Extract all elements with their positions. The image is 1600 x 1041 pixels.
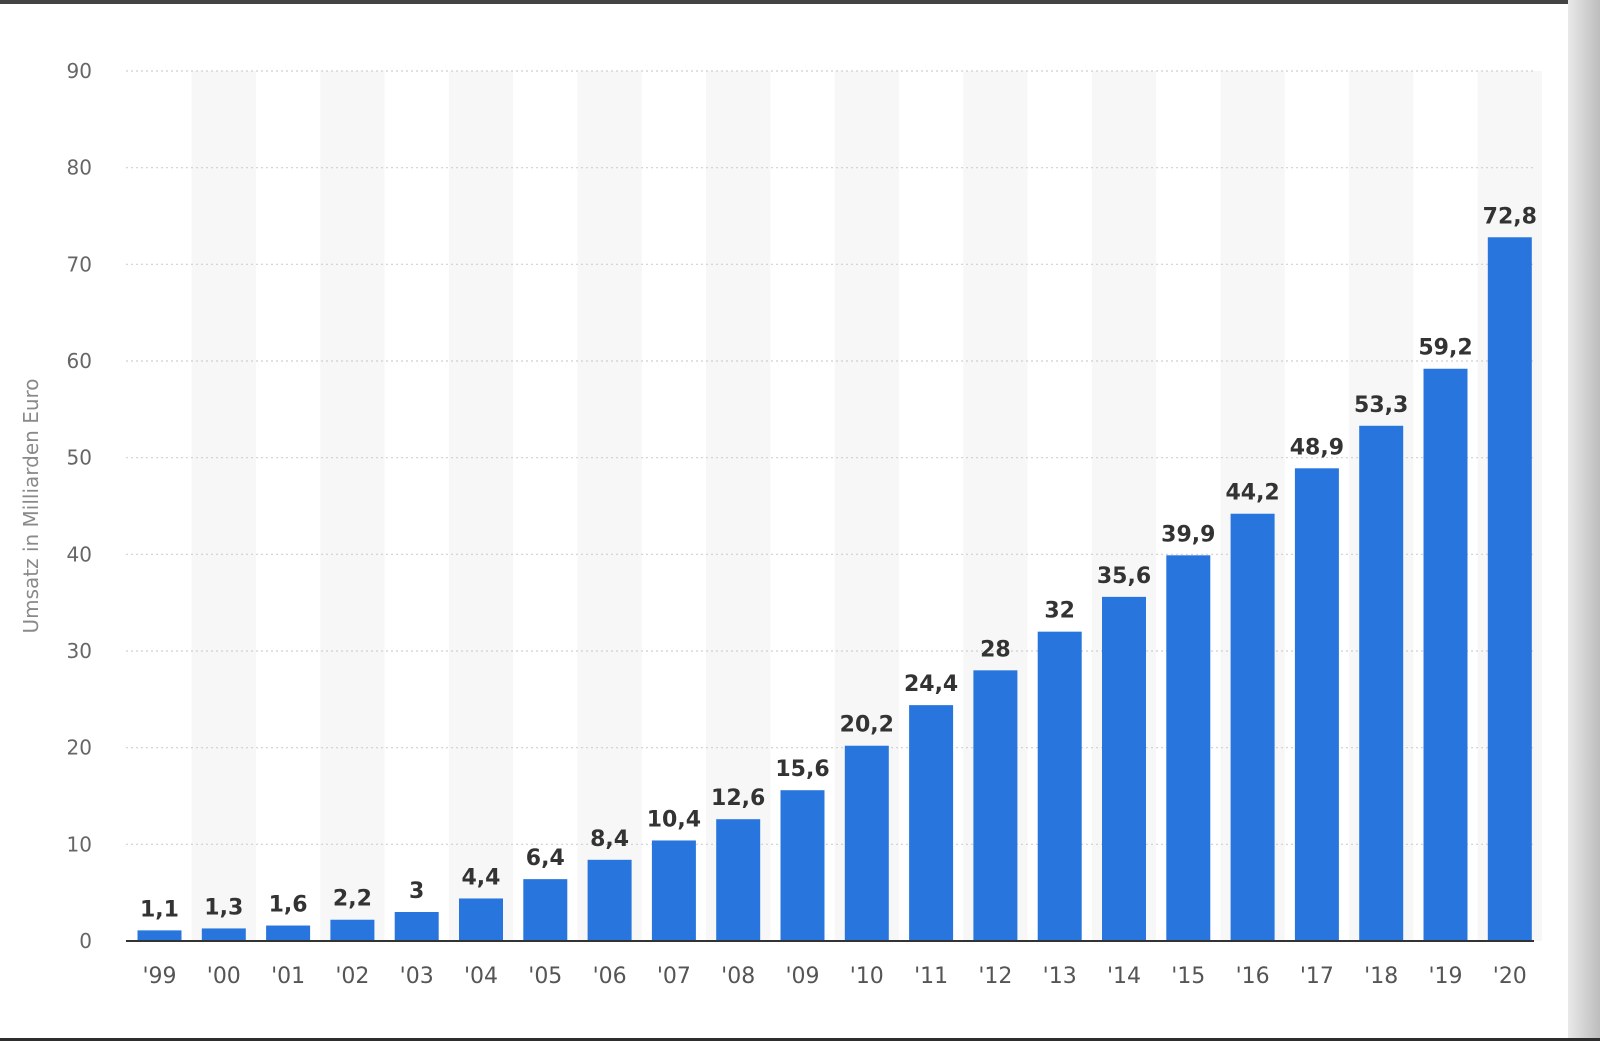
data-label: 1,1: [140, 897, 179, 922]
bar: [137, 930, 182, 941]
y-tick-label: 50: [67, 446, 92, 470]
column-band: [448, 71, 514, 941]
bar: [1166, 555, 1211, 941]
window-right-edge: [1568, 0, 1600, 1041]
y-axis: 0 10 20 30 40 50 60 70 80 90: [67, 59, 92, 953]
bar: [1102, 596, 1146, 941]
x-tick-label: '17: [1300, 964, 1334, 989]
data-label: 20,2: [840, 713, 894, 738]
x-tick-label: '10: [850, 964, 884, 989]
x-tick-label: '03: [400, 964, 434, 989]
x-tick-label: '18: [1364, 964, 1398, 989]
data-label: 4,4: [462, 865, 501, 890]
bar: [1294, 468, 1339, 941]
y-tick-label: 70: [67, 252, 92, 276]
column-band: [191, 71, 256, 941]
data-label: 1,3: [204, 895, 243, 920]
data-label: 28: [980, 637, 1011, 662]
x-tick-label: '04: [464, 964, 498, 989]
bar: [909, 705, 954, 941]
bar: [844, 745, 889, 941]
data-label: 12,6: [711, 786, 765, 811]
data-label: 2,2: [333, 887, 372, 912]
x-tick-label: '02: [335, 964, 369, 989]
bar: [716, 819, 761, 941]
y-axis-title: Umsatz in Milliarden Euro: [19, 378, 43, 633]
bar: [523, 879, 568, 941]
bar: [330, 919, 375, 941]
data-label: 35,6: [1097, 564, 1151, 589]
bar: [1037, 631, 1082, 941]
x-tick-label: '00: [207, 964, 241, 989]
bar: [780, 790, 825, 941]
bar: [266, 925, 311, 941]
data-label: 39,9: [1161, 522, 1215, 547]
y-tick-label: 40: [67, 542, 92, 566]
data-label: 53,3: [1354, 393, 1408, 418]
bar: [587, 859, 632, 941]
bar-series: [137, 237, 1532, 941]
data-label: 3: [409, 879, 424, 904]
data-label: 1,6: [269, 893, 308, 918]
y-tick-label: 20: [67, 736, 92, 760]
data-labels: 1,1 1,3 1,6 2,2 3 4,4 6,4 8,4 10,4 12,6 15,6 20,2 24…: [140, 204, 1537, 922]
x-tick-label: '07: [657, 964, 691, 989]
bar: [459, 898, 503, 941]
bar: [394, 912, 439, 941]
data-label: 44,2: [1225, 481, 1279, 506]
data-label: 10,4: [647, 807, 701, 832]
x-tick-label: '14: [1107, 964, 1141, 989]
window-top-border: [0, 0, 1600, 4]
x-tick-label: '16: [1236, 964, 1270, 989]
x-tick-label: '15: [1171, 964, 1205, 989]
y-tick-label: 30: [67, 639, 92, 663]
x-tick-label: '19: [1428, 964, 1462, 989]
bar: [1423, 368, 1468, 941]
x-tick-label: '11: [914, 964, 948, 989]
column-band: [706, 71, 771, 941]
x-axis: '99 '00 '01 '02 '03 '04 '05 '06 '07 '08 '09 '10 '11 '…: [142, 964, 1526, 989]
x-tick-label: '09: [785, 964, 819, 989]
y-tick-label: 0: [79, 929, 92, 953]
data-label: 8,4: [590, 827, 629, 852]
bar: [201, 928, 246, 941]
data-label: 59,2: [1418, 336, 1472, 361]
bar: [973, 670, 1018, 941]
data-label: 6,4: [526, 846, 565, 871]
y-tick-label: 80: [67, 156, 92, 180]
x-tick-label: '99: [142, 964, 176, 989]
x-tick-label: '20: [1493, 964, 1527, 989]
data-label: 72,8: [1483, 204, 1537, 229]
data-label: 32: [1044, 599, 1075, 624]
x-tick-label: '08: [721, 964, 755, 989]
column-band: [577, 71, 642, 941]
bar: [1230, 513, 1275, 941]
x-tick-label: '12: [978, 964, 1012, 989]
y-tick-label: 10: [67, 832, 92, 856]
data-label: 24,4: [904, 672, 958, 697]
x-tick-label: '01: [271, 964, 305, 989]
x-tick-label: '06: [593, 964, 627, 989]
y-tick-label: 90: [67, 59, 92, 83]
data-label: 48,9: [1290, 435, 1344, 460]
x-tick-label: '13: [1043, 964, 1077, 989]
bar: [1487, 237, 1532, 941]
bar: [1359, 425, 1404, 941]
column-band: [320, 71, 385, 941]
y-tick-label: 60: [67, 349, 92, 373]
data-label: 15,6: [775, 757, 829, 782]
window-bottom-border: [0, 1038, 1600, 1041]
bar: [651, 840, 696, 941]
x-tick-label: '05: [528, 964, 562, 989]
